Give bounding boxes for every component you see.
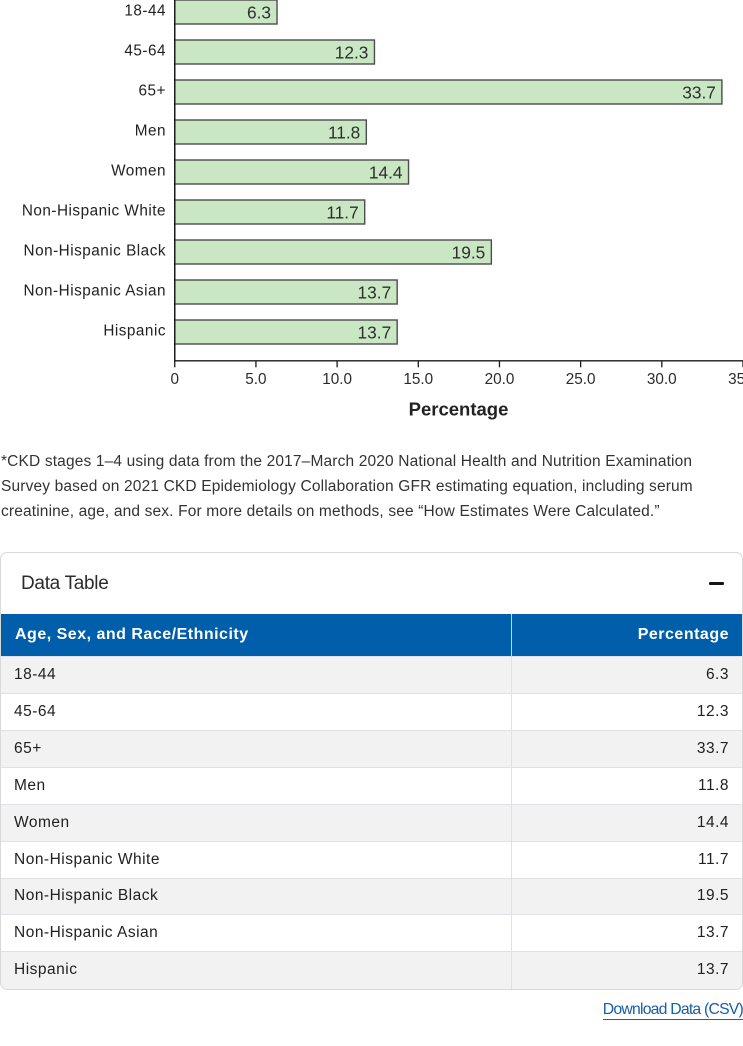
svg-text:30.0: 30.0 [647,371,677,388]
svg-text:25.0: 25.0 [566,371,596,388]
svg-text:0: 0 [170,371,179,388]
svg-text:19.5: 19.5 [452,242,486,262]
svg-text:5.0: 5.0 [245,371,266,388]
svg-text:18-44: 18-44 [124,3,166,20]
svg-text:65+: 65+ [139,83,166,100]
svg-text:13.7: 13.7 [358,282,392,302]
svg-text:20.0: 20.0 [485,371,515,388]
svg-text:35.0: 35.0 [728,371,743,388]
svg-text:33.7: 33.7 [682,82,716,102]
svg-text:6.3: 6.3 [247,2,271,22]
svg-text:Women: Women [111,163,166,180]
svg-text:Non-Hispanic Black: Non-Hispanic Black [24,243,166,260]
svg-text:Non-Hispanic Asian: Non-Hispanic Asian [24,283,167,300]
svg-text:Percentage: Percentage [409,399,509,420]
svg-text:45-64: 45-64 [124,43,166,60]
svg-text:Non-Hispanic White: Non-Hispanic White [22,203,166,220]
svg-text:14.4: 14.4 [369,162,403,182]
svg-text:11.8: 11.8 [328,122,360,142]
svg-text:11.7: 11.7 [326,202,358,222]
svg-text:15.0: 15.0 [403,371,433,388]
svg-text:Hispanic: Hispanic [103,323,166,340]
svg-text:10.0: 10.0 [322,371,352,388]
svg-text:Men: Men [135,123,166,140]
svg-text:13.7: 13.7 [358,322,392,342]
svg-text:12.3: 12.3 [335,42,369,62]
